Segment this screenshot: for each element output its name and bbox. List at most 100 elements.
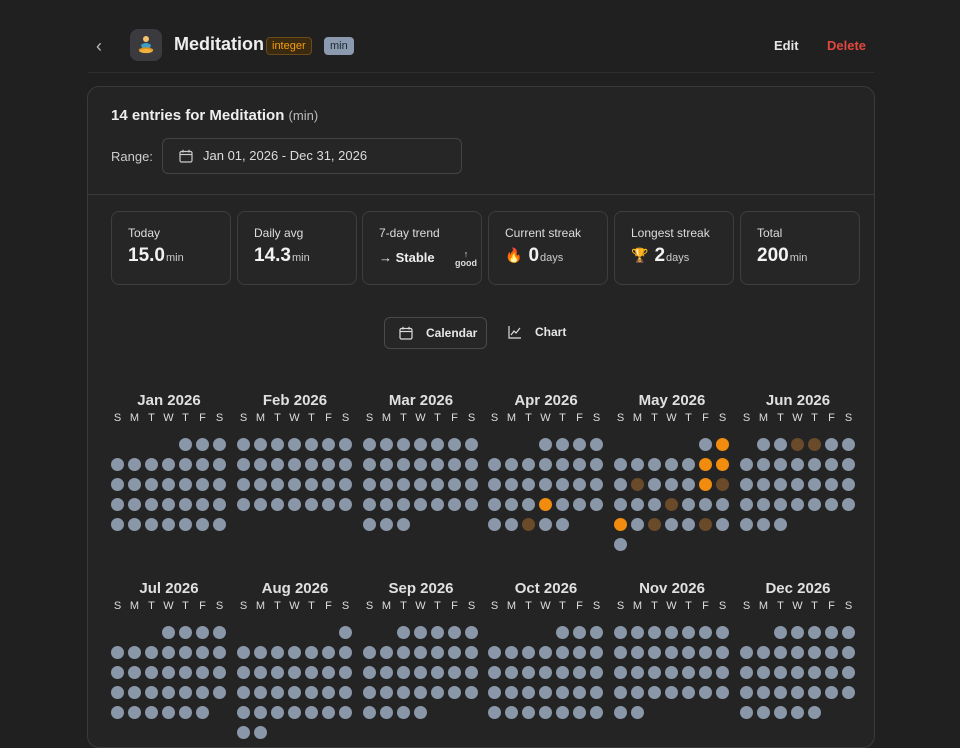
day-dot[interactable] <box>196 458 209 471</box>
day-dot[interactable] <box>539 498 552 511</box>
day-dot[interactable] <box>128 646 141 659</box>
day-dot[interactable] <box>145 498 158 511</box>
day-dot[interactable] <box>213 438 226 451</box>
day-dot[interactable] <box>757 686 770 699</box>
day-dot[interactable] <box>431 666 444 679</box>
day-dot[interactable] <box>305 646 318 659</box>
calendar-view-button[interactable]: Calendar <box>384 317 487 349</box>
day-dot[interactable] <box>213 686 226 699</box>
day-dot[interactable] <box>254 458 267 471</box>
day-dot[interactable] <box>254 706 267 719</box>
day-dot[interactable] <box>556 626 569 639</box>
day-dot[interactable] <box>699 646 712 659</box>
day-dot[interactable] <box>145 686 158 699</box>
day-dot[interactable] <box>213 666 226 679</box>
day-dot[interactable] <box>237 498 250 511</box>
day-dot[interactable] <box>213 646 226 659</box>
day-dot[interactable] <box>448 626 461 639</box>
day-dot[interactable] <box>614 646 627 659</box>
day-dot[interactable] <box>305 706 318 719</box>
day-dot[interactable] <box>145 478 158 491</box>
day-dot[interactable] <box>774 626 787 639</box>
day-dot[interactable] <box>665 458 678 471</box>
day-dot[interactable] <box>842 626 855 639</box>
day-dot[interactable] <box>162 518 175 531</box>
day-dot[interactable] <box>465 666 478 679</box>
day-dot[interactable] <box>237 458 250 471</box>
day-dot[interactable] <box>842 498 855 511</box>
day-dot[interactable] <box>271 646 284 659</box>
day-dot[interactable] <box>397 518 410 531</box>
day-dot[interactable] <box>322 666 335 679</box>
day-dot[interactable] <box>808 498 821 511</box>
day-dot[interactable] <box>682 646 695 659</box>
day-dot[interactable] <box>179 438 192 451</box>
day-dot[interactable] <box>363 706 376 719</box>
day-dot[interactable] <box>414 626 427 639</box>
day-dot[interactable] <box>254 726 267 739</box>
day-dot[interactable] <box>363 498 376 511</box>
day-dot[interactable] <box>128 666 141 679</box>
day-dot[interactable] <box>665 518 678 531</box>
day-dot[interactable] <box>363 686 376 699</box>
day-dot[interactable] <box>505 706 518 719</box>
day-dot[interactable] <box>842 666 855 679</box>
day-dot[interactable] <box>522 478 535 491</box>
day-dot[interactable] <box>505 686 518 699</box>
day-dot[interactable] <box>488 706 501 719</box>
day-dot[interactable] <box>196 498 209 511</box>
day-dot[interactable] <box>380 518 393 531</box>
day-dot[interactable] <box>448 666 461 679</box>
day-dot[interactable] <box>380 498 393 511</box>
day-dot[interactable] <box>254 666 267 679</box>
day-dot[interactable] <box>431 626 444 639</box>
day-dot[interactable] <box>305 498 318 511</box>
day-dot[interactable] <box>305 666 318 679</box>
day-dot[interactable] <box>590 478 603 491</box>
day-dot[interactable] <box>414 458 427 471</box>
day-dot[interactable] <box>556 666 569 679</box>
day-dot[interactable] <box>699 686 712 699</box>
day-dot[interactable] <box>665 498 678 511</box>
day-dot[interactable] <box>397 458 410 471</box>
day-dot[interactable] <box>842 478 855 491</box>
day-dot[interactable] <box>808 438 821 451</box>
day-dot[interactable] <box>196 438 209 451</box>
day-dot[interactable] <box>665 666 678 679</box>
day-dot[interactable] <box>774 666 787 679</box>
day-dot[interactable] <box>648 518 661 531</box>
day-dot[interactable] <box>791 706 804 719</box>
day-dot[interactable] <box>682 478 695 491</box>
day-dot[interactable] <box>465 498 478 511</box>
day-dot[interactable] <box>631 646 644 659</box>
day-dot[interactable] <box>128 686 141 699</box>
day-dot[interactable] <box>271 438 284 451</box>
day-dot[interactable] <box>774 706 787 719</box>
day-dot[interactable] <box>505 458 518 471</box>
day-dot[interactable] <box>716 498 729 511</box>
day-dot[interactable] <box>448 478 461 491</box>
day-dot[interactable] <box>791 686 804 699</box>
day-dot[interactable] <box>631 706 644 719</box>
day-dot[interactable] <box>288 706 301 719</box>
day-dot[interactable] <box>254 498 267 511</box>
day-dot[interactable] <box>614 538 627 551</box>
day-dot[interactable] <box>237 726 250 739</box>
day-dot[interactable] <box>397 686 410 699</box>
day-dot[interactable] <box>590 458 603 471</box>
day-dot[interactable] <box>631 666 644 679</box>
day-dot[interactable] <box>556 646 569 659</box>
day-dot[interactable] <box>665 626 678 639</box>
day-dot[interactable] <box>380 686 393 699</box>
day-dot[interactable] <box>288 646 301 659</box>
day-dot[interactable] <box>539 478 552 491</box>
day-dot[interactable] <box>682 666 695 679</box>
day-dot[interactable] <box>740 646 753 659</box>
day-dot[interactable] <box>699 438 712 451</box>
day-dot[interactable] <box>431 646 444 659</box>
day-dot[interactable] <box>740 518 753 531</box>
day-dot[interactable] <box>339 498 352 511</box>
day-dot[interactable] <box>808 626 821 639</box>
day-dot[interactable] <box>740 478 753 491</box>
day-dot[interactable] <box>196 478 209 491</box>
